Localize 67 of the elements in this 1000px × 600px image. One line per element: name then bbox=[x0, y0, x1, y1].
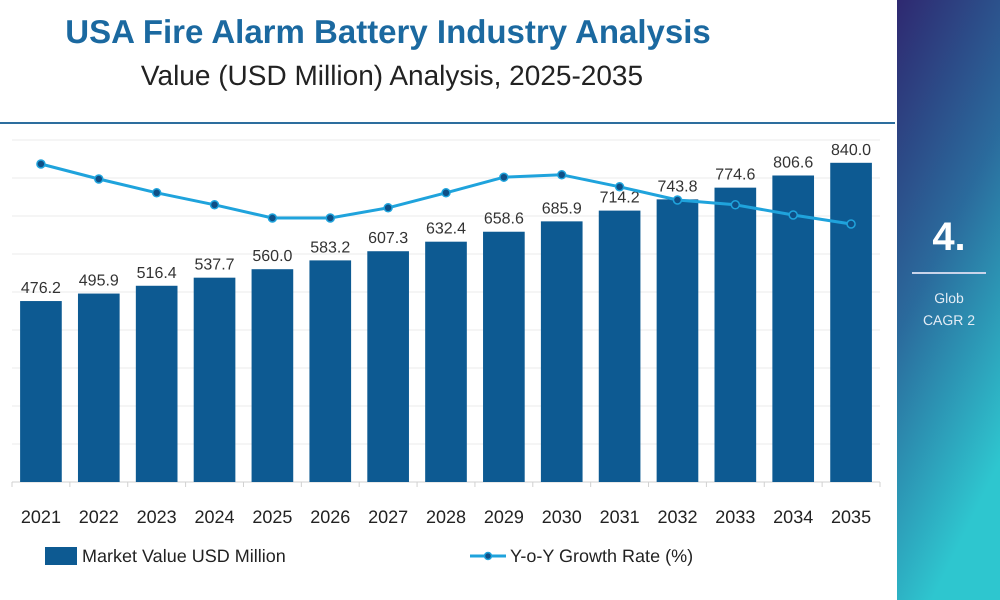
point bbox=[846, 219, 856, 229]
point bbox=[730, 200, 740, 210]
point bbox=[614, 182, 624, 192]
x-tick-label: 2023 bbox=[136, 507, 177, 527]
data-label: 607.3 bbox=[368, 230, 408, 248]
bar bbox=[714, 188, 756, 482]
point bbox=[556, 170, 566, 180]
data-label: 658.6 bbox=[484, 210, 524, 228]
x-tick-label: 2025 bbox=[252, 507, 292, 527]
point bbox=[788, 210, 798, 220]
bar bbox=[483, 232, 525, 482]
data-label: 495.9 bbox=[78, 272, 119, 290]
point bbox=[383, 203, 393, 213]
data-label: 537.7 bbox=[194, 256, 235, 274]
x-tick-label: 2021 bbox=[20, 507, 61, 527]
data-label: 516.4 bbox=[136, 264, 177, 282]
bar bbox=[194, 278, 236, 482]
chart-subtitle: Value (USD Million) Analysis, 2025-2035 bbox=[140, 60, 644, 91]
data-label: 840.0 bbox=[831, 142, 872, 159]
point bbox=[441, 188, 451, 198]
bar bbox=[252, 269, 294, 482]
data-label: 774.6 bbox=[715, 166, 756, 184]
text: 4. bbox=[932, 215, 966, 259]
point bbox=[94, 174, 104, 184]
point bbox=[499, 172, 509, 182]
data-label: 632.4 bbox=[426, 220, 466, 238]
x-tick-label: 2035 bbox=[831, 507, 872, 527]
data-label: 583.2 bbox=[310, 239, 350, 256]
x-tick-label: 2031 bbox=[600, 507, 640, 527]
text: CAGR 2 bbox=[922, 312, 976, 328]
data-label: 743.8 bbox=[657, 178, 698, 196]
x-tick-label: 2034 bbox=[773, 507, 814, 527]
bar bbox=[425, 242, 467, 482]
x-tick-label: 2032 bbox=[657, 507, 698, 527]
data-label: 685.9 bbox=[542, 200, 582, 218]
data-label: 560.0 bbox=[252, 248, 293, 266]
point bbox=[36, 159, 46, 169]
point bbox=[210, 200, 220, 210]
x-tick-label: 2027 bbox=[368, 507, 408, 527]
data-label: 476.2 bbox=[20, 280, 62, 298]
bar bbox=[598, 210, 640, 482]
bar bbox=[309, 260, 352, 482]
x-tick-label: 2026 bbox=[310, 507, 350, 527]
point bbox=[326, 213, 336, 223]
x-tick-label: 2029 bbox=[484, 507, 524, 527]
point bbox=[672, 195, 682, 205]
x-tick-label: 2022 bbox=[78, 507, 119, 527]
legend-label: Market Value USD Million bbox=[82, 546, 286, 566]
bar bbox=[656, 199, 698, 482]
bar bbox=[20, 301, 62, 482]
bar bbox=[772, 175, 814, 482]
point bbox=[152, 188, 162, 198]
x-tick-label: 2024 bbox=[194, 507, 235, 527]
bar bbox=[136, 286, 178, 482]
x-tick-label: 2033 bbox=[715, 507, 756, 527]
x-tick-label: 2030 bbox=[542, 507, 582, 527]
point bbox=[268, 213, 278, 223]
bar bbox=[540, 221, 583, 482]
bar bbox=[78, 294, 120, 482]
bar bbox=[830, 162, 872, 482]
data-label: 714.2 bbox=[600, 190, 640, 207]
x-tick-label: 2028 bbox=[426, 507, 466, 527]
data-label: 806.6 bbox=[773, 154, 814, 172]
bar bbox=[367, 251, 409, 482]
text: Glob bbox=[934, 290, 964, 306]
legend-label: Y-o-Y Growth Rate (%) bbox=[510, 546, 694, 566]
chart-title: USA Fire Alarm Battery Industry Analysis bbox=[65, 13, 711, 50]
